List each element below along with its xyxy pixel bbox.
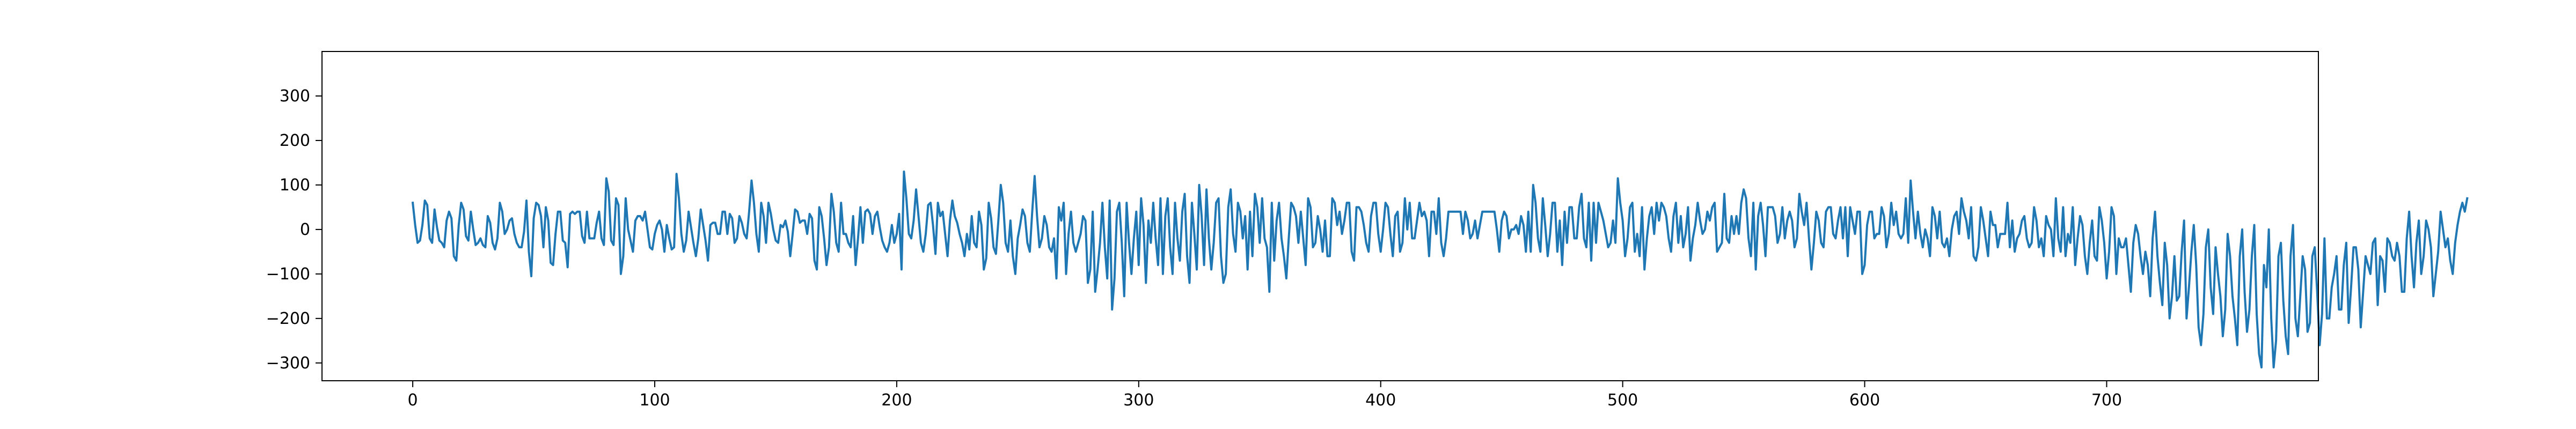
y-tick-label: −100: [266, 265, 310, 284]
y-axis: −300 −200 −100 0 100 200 300: [266, 87, 322, 373]
y-tick-label: −300: [266, 354, 310, 373]
axes-frame: [321, 51, 2319, 381]
y-tick-label: 300: [280, 87, 310, 106]
y-tick-label: −200: [266, 309, 310, 328]
x-tick-label: 700: [2091, 391, 2122, 410]
series-line-0: [411, 171, 2469, 369]
x-tick-label: 100: [639, 391, 670, 410]
y-tick-label: 0: [300, 220, 310, 239]
y-tick-label: 100: [280, 176, 310, 195]
x-tick-label: 400: [1365, 391, 1396, 410]
x-axis: 0 100 200 300 400 500 600 700: [408, 381, 2122, 410]
x-tick-label: 300: [1123, 391, 1154, 410]
x-tick-label: 200: [881, 391, 912, 410]
x-tick-label: 0: [408, 391, 418, 410]
y-tick-label: 200: [280, 131, 310, 150]
plot-area: [411, 171, 2469, 369]
x-tick-label: 600: [1849, 391, 1880, 410]
x-tick-label: 500: [1607, 391, 1638, 410]
